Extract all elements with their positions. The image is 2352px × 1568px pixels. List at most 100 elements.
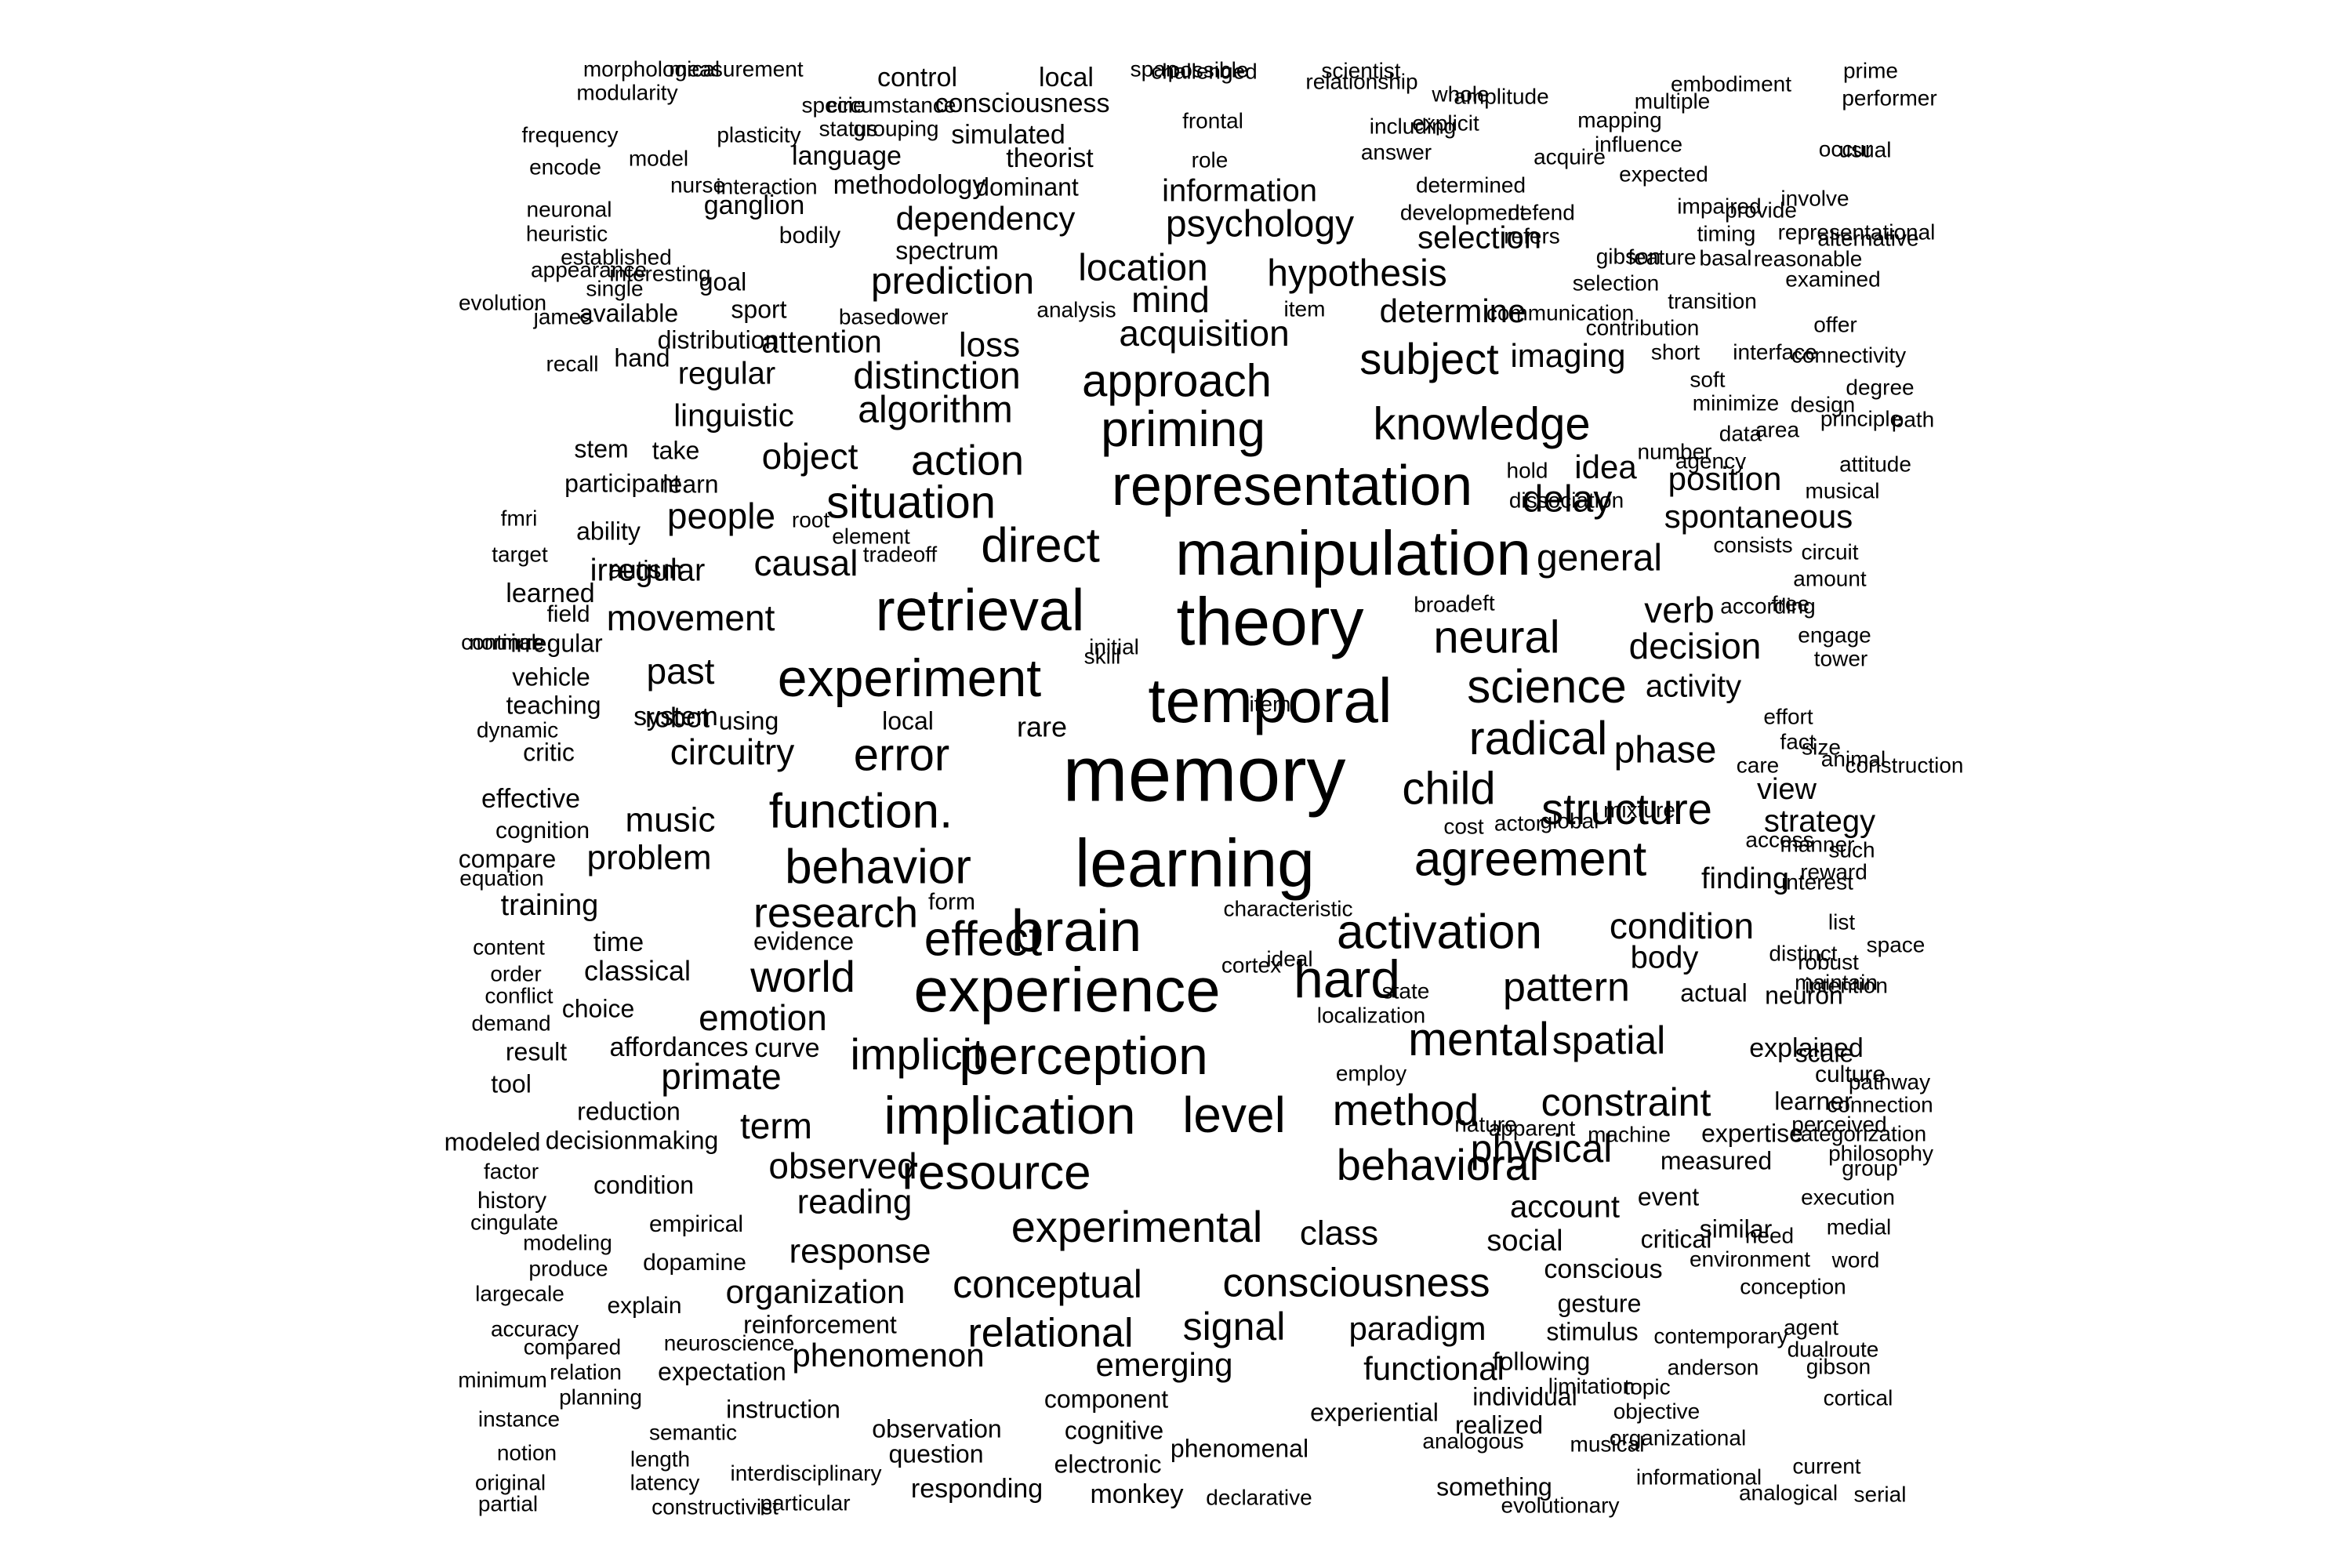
word-explain: explain <box>607 1293 681 1319</box>
word-nature: nature <box>1454 1112 1516 1136</box>
word-feature: feature <box>1628 245 1696 269</box>
word-cortex: cortex <box>1221 953 1281 977</box>
word-circumstance: circumstance <box>827 93 956 117</box>
word-limitation: limitation <box>1548 1374 1635 1398</box>
word-using: using <box>719 706 779 735</box>
word-engage: engage <box>1798 622 1871 647</box>
word-involve: involve <box>1780 186 1849 210</box>
word-agreement: agreement <box>1414 832 1646 886</box>
word-particular: particular <box>760 1490 850 1515</box>
word-specie: specie <box>802 93 866 117</box>
word-result: result <box>506 1037 567 1065</box>
word-view: view <box>1757 773 1817 806</box>
word-decisionmaking: decisionmaking <box>546 1126 719 1154</box>
word-level: level <box>1182 1087 1286 1143</box>
word-reinforcement: reinforcement <box>743 1310 897 1338</box>
word-modularity: modularity <box>576 80 677 104</box>
word-finding: finding <box>1701 862 1789 895</box>
word-relationship: relationship <box>1305 69 1417 93</box>
word-intention: intention <box>1805 973 1888 997</box>
word-position: position <box>1668 460 1782 497</box>
word-question: question <box>889 1439 984 1468</box>
word-culture: culture <box>1815 1062 1886 1087</box>
word-model: model <box>629 146 688 170</box>
word-challenged: challenged <box>1151 59 1257 83</box>
word-relation: relation <box>550 1359 622 1384</box>
word-situation: situation <box>826 477 996 528</box>
word-dualroute: dualroute <box>1788 1337 1879 1361</box>
word-people: people <box>667 495 775 536</box>
word-amplitude: amplitude <box>1454 84 1548 108</box>
word-heuristic: heuristic <box>526 221 608 245</box>
word-according: according <box>1720 593 1815 618</box>
word-loss: loss <box>959 326 1020 365</box>
word-term: term <box>740 1105 812 1146</box>
word-science: science <box>1467 660 1626 713</box>
word-delay: delay <box>1523 479 1613 521</box>
word-left: left <box>1465 590 1495 615</box>
word-learned: learned <box>506 579 594 608</box>
word-object: object <box>762 436 858 477</box>
word-component: component <box>1044 1385 1168 1413</box>
word-consciousness: consciousness <box>935 89 1109 118</box>
word-behavior: behavior <box>785 840 971 894</box>
word-manner: manner <box>1780 832 1855 856</box>
word-robust: robust <box>1798 949 1859 974</box>
word-apparent: apparent <box>1489 1116 1576 1140</box>
word-perceived: perceived <box>1791 1112 1886 1136</box>
word-reading: reading <box>797 1183 913 1221</box>
word-free: free <box>1772 591 1809 615</box>
word-basal: basal <box>1700 245 1752 270</box>
word-acquisition: acquisition <box>1119 313 1289 354</box>
word-system: system <box>633 702 718 731</box>
word-reward: reward <box>1800 859 1867 884</box>
word-approach: approach <box>1082 355 1272 406</box>
word-field: field <box>546 601 590 627</box>
word-status: status <box>819 116 878 140</box>
word-access: access <box>1745 827 1813 851</box>
word-cortical: cortical <box>1824 1385 1893 1410</box>
word-usual: usual <box>1839 137 1892 162</box>
word-mental: mental <box>1408 1013 1549 1065</box>
word-temporal: temporal <box>1148 666 1392 735</box>
word-critic: critic <box>523 738 575 766</box>
word-bodily: bodily <box>779 223 840 249</box>
word-equation: equation <box>459 866 543 890</box>
word-constraint: constraint <box>1541 1080 1711 1124</box>
word-time: time <box>593 927 644 957</box>
word-factor: factor <box>484 1159 539 1183</box>
word-expertise: expertise <box>1701 1119 1803 1147</box>
word-transition: transition <box>1668 289 1757 313</box>
word-primate: primate <box>661 1056 781 1097</box>
word-choice: choice <box>562 994 635 1022</box>
word-expectation: expectation <box>658 1357 786 1385</box>
word-order: order <box>490 961 541 985</box>
word-dissociation: dissociation <box>1509 488 1624 512</box>
word-phenomenon: phenomenon <box>792 1337 984 1374</box>
word-size: size <box>1802 735 1841 759</box>
word-representation: representation <box>1112 455 1472 517</box>
word-causal: causal <box>754 543 858 583</box>
word-regular: regular <box>678 357 776 391</box>
word-modeled: modeled <box>445 1127 541 1156</box>
word-body: body <box>1631 941 1699 975</box>
word-interface: interface <box>1733 339 1817 364</box>
word-location: location <box>1078 248 1207 289</box>
word-topic: topic <box>1624 1374 1670 1399</box>
word-mapping: mapping <box>1577 107 1661 132</box>
word-refers: refers <box>1504 223 1560 248</box>
word-possible: possible <box>1168 57 1249 82</box>
word-constructivist: constructivist <box>652 1494 779 1519</box>
word-dopamine: dopamine <box>643 1250 746 1276</box>
word-simulated: simulated <box>951 120 1065 150</box>
word-james: james <box>533 304 593 328</box>
word-element: element <box>832 524 910 548</box>
word-compare: compare <box>459 844 557 873</box>
word-analogical: analogical <box>1739 1480 1838 1504</box>
word-care: care <box>1737 753 1779 777</box>
word-list: list <box>1828 909 1855 934</box>
word-area: area <box>1755 417 1799 441</box>
word-history: history <box>477 1188 546 1214</box>
word-experiential: experiential <box>1310 1398 1439 1426</box>
word-movement: movement <box>607 597 775 638</box>
